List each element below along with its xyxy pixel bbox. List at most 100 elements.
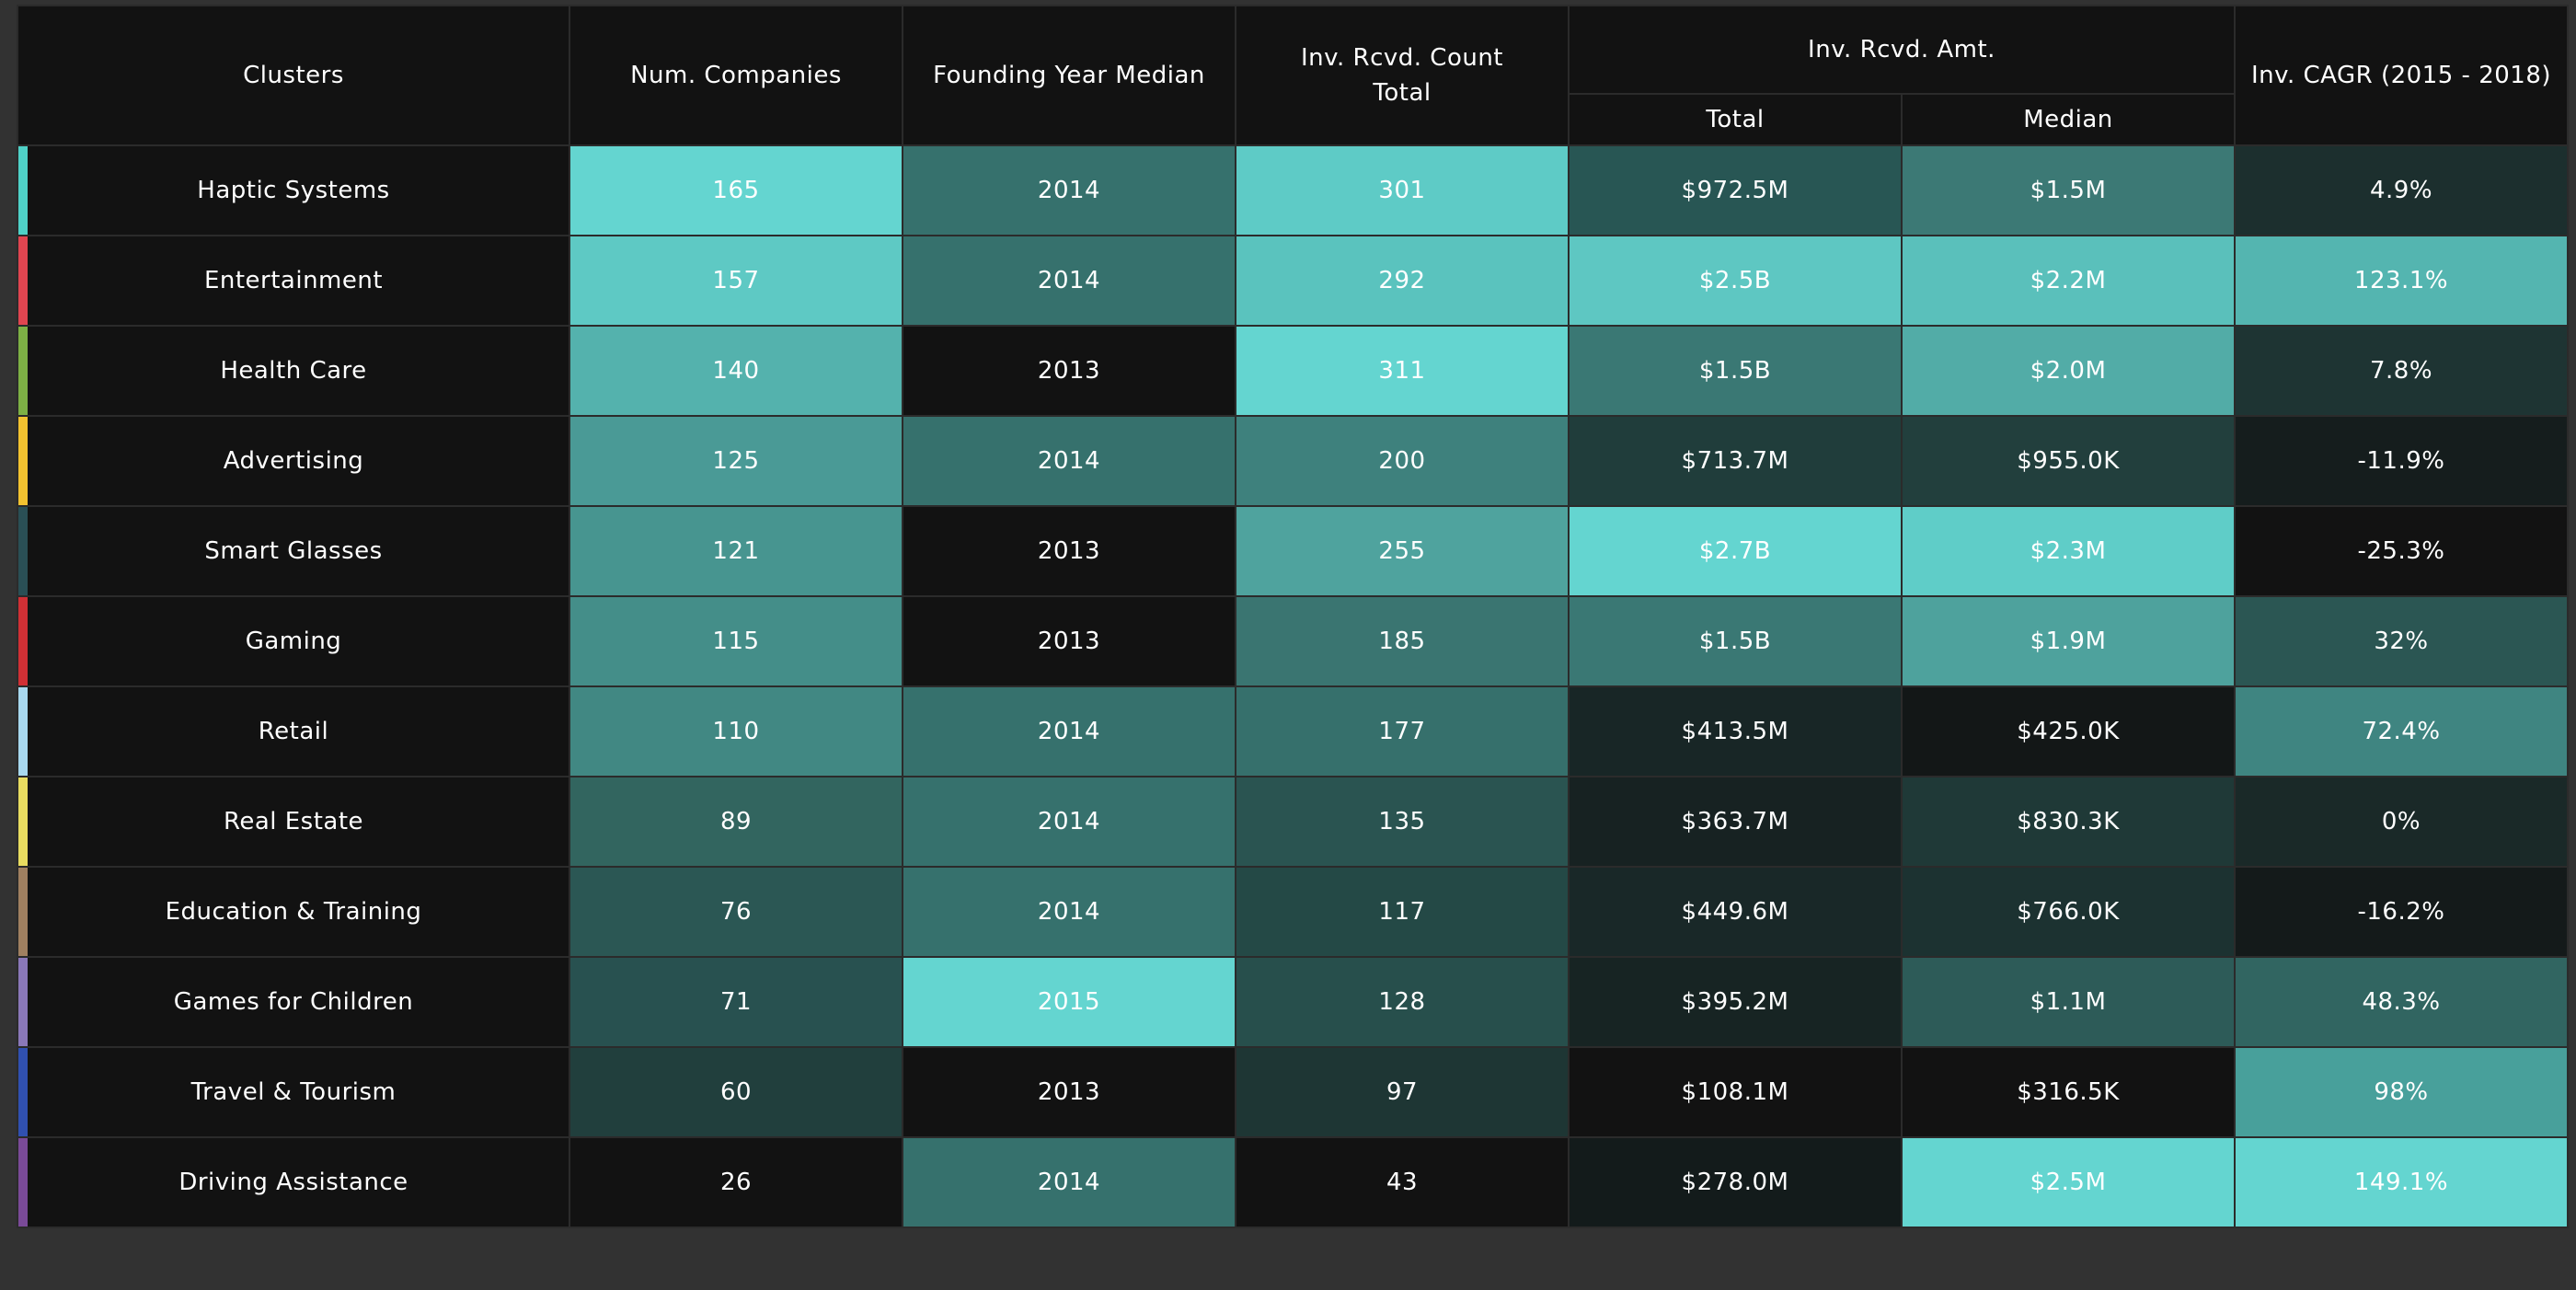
cell-inv-amt-total[interactable]: $108.1M: [1568, 1046, 1903, 1138]
cell-num-companies[interactable]: 140: [569, 325, 903, 417]
cell-inv-cagr[interactable]: -11.9%: [2234, 415, 2569, 507]
cell-inv-amt-total[interactable]: $395.2M: [1568, 956, 1903, 1048]
cell-inv-count-total[interactable]: 97: [1235, 1046, 1570, 1138]
cell-num-companies[interactable]: 76: [569, 866, 903, 958]
col-header-num-companies[interactable]: Num. Companies: [569, 5, 903, 146]
cell-num-companies[interactable]: 89: [569, 776, 903, 868]
cell-inv-cagr[interactable]: 4.9%: [2234, 144, 2569, 236]
cell-cluster-name[interactable]: Entertainment: [17, 235, 570, 327]
cell-inv-count-total[interactable]: 135: [1235, 776, 1570, 868]
cell-inv-count-total[interactable]: 43: [1235, 1136, 1570, 1228]
cell-cluster-name[interactable]: Driving Assistance: [17, 1136, 570, 1228]
cell-inv-amt-total[interactable]: $2.5B: [1568, 235, 1903, 327]
cell-founding-year-median[interactable]: 2014: [902, 235, 1236, 327]
cell-cluster-name[interactable]: Haptic Systems: [17, 144, 570, 236]
cell-inv-amt-median[interactable]: $1.9M: [1901, 595, 2236, 687]
cell-num-companies[interactable]: 125: [569, 415, 903, 507]
cell-inv-count-total[interactable]: 200: [1235, 415, 1570, 507]
table-row[interactable]: Driving Assistance 26 2014 43 $278.0M $2.5M 14…: [17, 1136, 2569, 1228]
cell-inv-cagr[interactable]: -25.3%: [2234, 505, 2569, 597]
cell-cluster-name[interactable]: Travel & Tourism: [17, 1046, 570, 1138]
cell-founding-year-median[interactable]: 2014: [902, 415, 1236, 507]
cell-cluster-name[interactable]: Real Estate: [17, 776, 570, 868]
cell-inv-amt-median[interactable]: $2.5M: [1901, 1136, 2236, 1228]
cell-founding-year-median[interactable]: 2013: [902, 1046, 1236, 1138]
cell-inv-count-total[interactable]: 301: [1235, 144, 1570, 236]
cell-inv-amt-total[interactable]: $363.7M: [1568, 776, 1903, 868]
cell-cluster-name[interactable]: Gaming: [17, 595, 570, 687]
cell-inv-cagr[interactable]: 48.3%: [2234, 956, 2569, 1048]
table-row[interactable]: Haptic Systems 165 2014 301 $972.5M $1.5M 4.9%: [17, 144, 2569, 236]
cell-inv-cagr[interactable]: 72.4%: [2234, 685, 2569, 777]
cell-inv-cagr[interactable]: 123.1%: [2234, 235, 2569, 327]
cell-inv-amt-total[interactable]: $449.6M: [1568, 866, 1903, 958]
cell-inv-amt-total[interactable]: $713.7M: [1568, 415, 1903, 507]
table-row[interactable]: Entertainment 157 2014 292 $2.5B $2.2M 123.1%: [17, 235, 2569, 327]
cell-founding-year-median[interactable]: 2014: [902, 866, 1236, 958]
cell-inv-amt-total[interactable]: $972.5M: [1568, 144, 1903, 236]
cell-founding-year-median[interactable]: 2014: [902, 144, 1236, 236]
cell-inv-count-total[interactable]: 117: [1235, 866, 1570, 958]
cell-inv-amt-total[interactable]: $278.0M: [1568, 1136, 1903, 1228]
cell-inv-amt-median[interactable]: $1.5M: [1901, 144, 2236, 236]
cell-cluster-name[interactable]: Retail: [17, 685, 570, 777]
cell-inv-count-total[interactable]: 311: [1235, 325, 1570, 417]
col-header-inv-cagr[interactable]: Inv. CAGR (2015 - 2018): [2234, 5, 2569, 146]
col-header-inv-amt-total[interactable]: Total: [1568, 93, 1903, 146]
cell-inv-cagr[interactable]: 0%: [2234, 776, 2569, 868]
cell-founding-year-median[interactable]: 2013: [902, 595, 1236, 687]
cell-inv-count-total[interactable]: 177: [1235, 685, 1570, 777]
cell-inv-amt-median[interactable]: $955.0K: [1901, 415, 2236, 507]
col-header-founding-year-median[interactable]: Founding Year Median: [902, 5, 1236, 146]
cell-founding-year-median[interactable]: 2014: [902, 685, 1236, 777]
cell-founding-year-median[interactable]: 2013: [902, 325, 1236, 417]
cell-inv-amt-total[interactable]: $1.5B: [1568, 325, 1903, 417]
cell-num-companies[interactable]: 110: [569, 685, 903, 777]
cell-inv-cagr[interactable]: 149.1%: [2234, 1136, 2569, 1228]
table-row[interactable]: Advertising 125 2014 200 $713.7M $955.0K -11.9…: [17, 415, 2569, 507]
cell-inv-amt-median[interactable]: $830.3K: [1901, 776, 2236, 868]
cell-cluster-name[interactable]: Advertising: [17, 415, 570, 507]
table-row[interactable]: Gaming 115 2013 185 $1.5B $1.9M 32%: [17, 595, 2569, 687]
cell-founding-year-median[interactable]: 2014: [902, 776, 1236, 868]
cell-cluster-name[interactable]: Games for Children: [17, 956, 570, 1048]
cell-inv-amt-median[interactable]: $2.0M: [1901, 325, 2236, 417]
cell-num-companies[interactable]: 26: [569, 1136, 903, 1228]
cell-founding-year-median[interactable]: 2013: [902, 505, 1236, 597]
cell-num-companies[interactable]: 121: [569, 505, 903, 597]
cell-inv-count-total[interactable]: 128: [1235, 956, 1570, 1048]
cell-inv-count-total[interactable]: 185: [1235, 595, 1570, 687]
cell-inv-cagr[interactable]: -16.2%: [2234, 866, 2569, 958]
table-row[interactable]: Games for Children 71 2015 128 $395.2M $1.1M 4…: [17, 956, 2569, 1048]
cell-inv-amt-total[interactable]: $2.7B: [1568, 505, 1903, 597]
col-header-inv-amt-median[interactable]: Median: [1901, 93, 2236, 146]
cell-cluster-name[interactable]: Education & Training: [17, 866, 570, 958]
table-row[interactable]: Travel & Tourism 60 2013 97 $108.1M $316.5K 98…: [17, 1046, 2569, 1138]
table-row[interactable]: Retail 110 2014 177 $413.5M $425.0K 72.4%: [17, 685, 2569, 777]
cell-inv-amt-total[interactable]: $1.5B: [1568, 595, 1903, 687]
col-header-inv-count-total[interactable]: Inv. Rcvd. Count Total: [1235, 5, 1570, 146]
cell-inv-amt-median[interactable]: $766.0K: [1901, 866, 2236, 958]
cell-num-companies[interactable]: 115: [569, 595, 903, 687]
cell-inv-count-total[interactable]: 255: [1235, 505, 1570, 597]
table-row[interactable]: Education & Training 76 2014 117 $449.6M $766…: [17, 866, 2569, 958]
cell-inv-cagr[interactable]: 7.8%: [2234, 325, 2569, 417]
cell-founding-year-median[interactable]: 2015: [902, 956, 1236, 1048]
cell-inv-count-total[interactable]: 292: [1235, 235, 1570, 327]
cell-inv-amt-median[interactable]: $425.0K: [1901, 685, 2236, 777]
table-row[interactable]: Real Estate 89 2014 135 $363.7M $830.3K 0%: [17, 776, 2569, 868]
table-row[interactable]: Health Care 140 2013 311 $1.5B $2.0M 7.8%: [17, 325, 2569, 417]
cell-inv-amt-median[interactable]: $2.3M: [1901, 505, 2236, 597]
cell-cluster-name[interactable]: Health Care: [17, 325, 570, 417]
cell-inv-cagr[interactable]: 32%: [2234, 595, 2569, 687]
table-row[interactable]: Smart Glasses 121 2013 255 $2.7B $2.3M -25.3%: [17, 505, 2569, 597]
cell-cluster-name[interactable]: Smart Glasses: [17, 505, 570, 597]
cell-inv-cagr[interactable]: 98%: [2234, 1046, 2569, 1138]
cell-num-companies[interactable]: 71: [569, 956, 903, 1048]
cell-inv-amt-median[interactable]: $1.1M: [1901, 956, 2236, 1048]
col-header-clusters[interactable]: Clusters: [17, 5, 570, 146]
cell-inv-amt-median[interactable]: $2.2M: [1901, 235, 2236, 327]
cell-inv-amt-total[interactable]: $413.5M: [1568, 685, 1903, 777]
cell-num-companies[interactable]: 60: [569, 1046, 903, 1138]
cell-founding-year-median[interactable]: 2014: [902, 1136, 1236, 1228]
